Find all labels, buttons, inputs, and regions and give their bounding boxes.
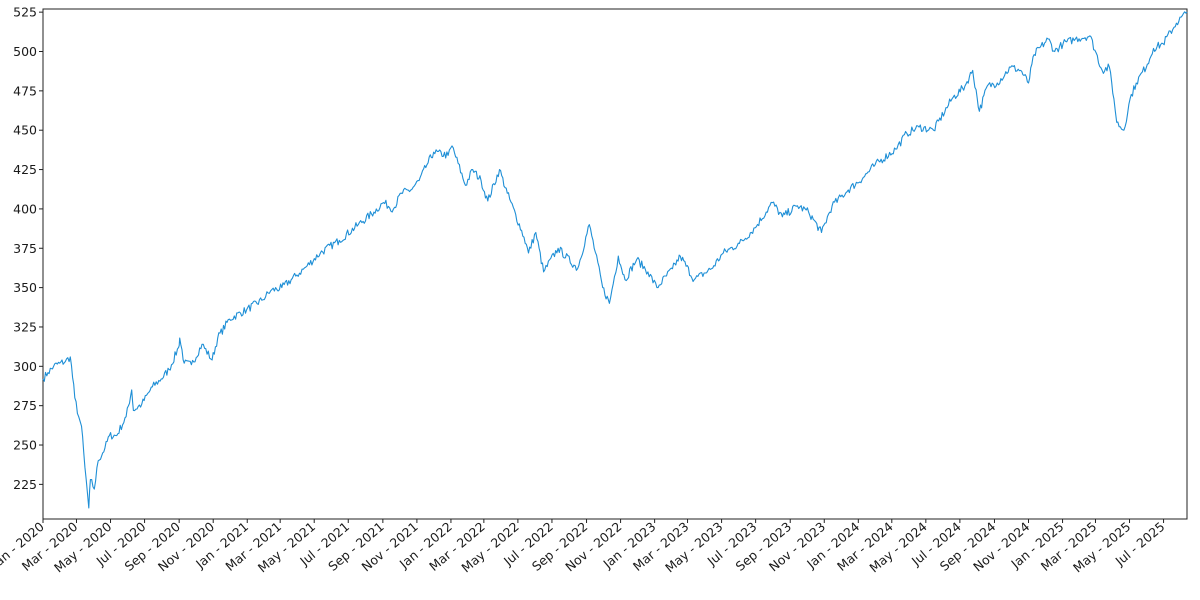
y-tick-label: 275 — [13, 398, 37, 413]
y-tick-label: 325 — [13, 319, 37, 334]
y-tick-label: 375 — [13, 241, 37, 256]
y-tick-label: 225 — [13, 477, 37, 492]
y-tick-label: 475 — [13, 83, 37, 98]
y-tick-label: 350 — [13, 280, 37, 295]
y-tick-label: 525 — [13, 5, 37, 20]
y-tick-label: 400 — [13, 201, 37, 216]
plot-area — [42, 8, 1188, 520]
y-tick-label: 425 — [13, 162, 37, 177]
y-tick-label: 250 — [13, 438, 37, 453]
y-tick-label: 450 — [13, 123, 37, 138]
plot-frame — [42, 8, 1188, 520]
y-tick-label: 300 — [13, 359, 37, 374]
y-tick-label: 500 — [13, 44, 37, 59]
price-series-line — [42, 11, 1188, 509]
y-axis: 225 250 275 300 325 350 375 400 425 450 475 500 525 — [13, 5, 43, 492]
